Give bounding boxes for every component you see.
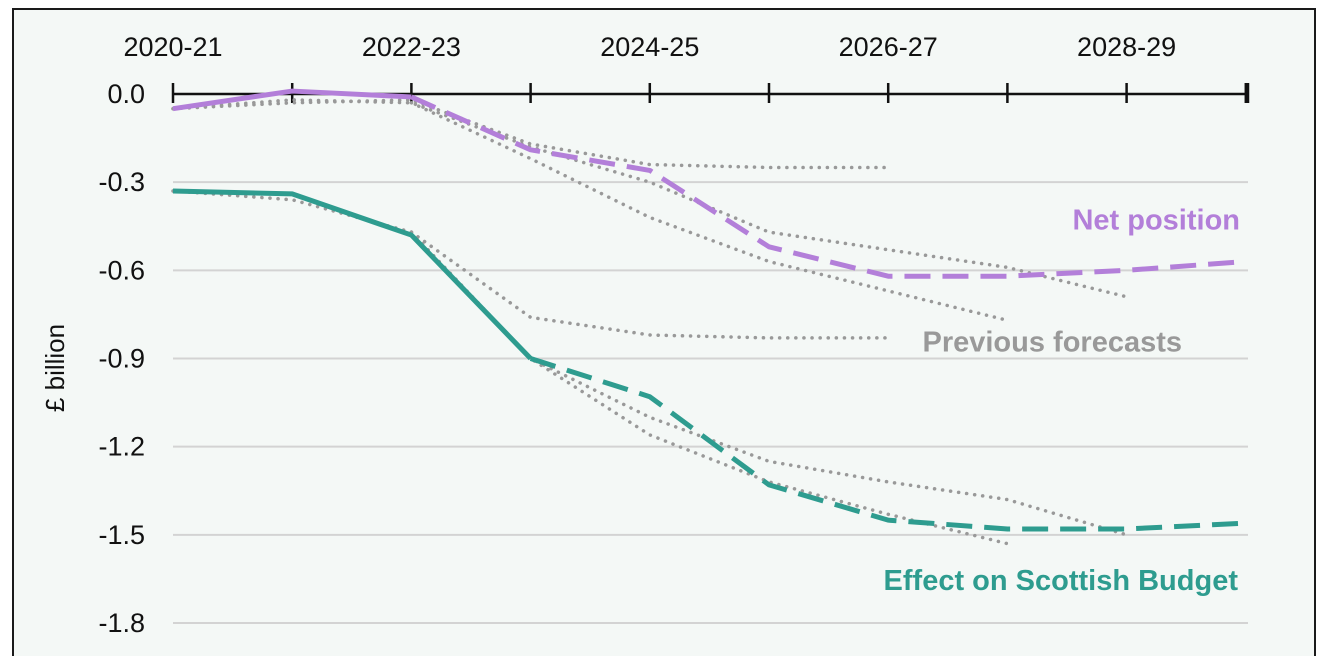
y-tick-label: -1.8 (98, 608, 145, 638)
previous-forecast-line (409, 233, 1129, 537)
y-axis: 0.0 -0.3 -0.6 -0.9 -1.2 -1.5 -1.8 (98, 79, 145, 638)
y-tick-label: -0.9 (98, 344, 145, 374)
line-chart: 2020-21 2022-23 2024-25 2026-27 2028-29 0.0 -… (40, 32, 1250, 638)
y-tick-label: -0.6 (98, 255, 145, 285)
y-tick-label: -1.2 (98, 432, 145, 462)
x-tick-label: 2026-27 (839, 32, 938, 62)
y-axis-title: £ billion (40, 324, 70, 412)
previous-forecast-line (171, 98, 890, 170)
annotations: Net position Previous forecasts Effect on … (884, 204, 1240, 597)
previous-forecast-line (171, 98, 1129, 299)
x-tick-label: 2022-23 (362, 32, 461, 62)
series-line-forecast (410, 94, 1246, 279)
previous-forecast-line (409, 230, 1010, 546)
x-tick-label: 2020-21 (123, 32, 222, 62)
x-tick-label: 2028-29 (1077, 32, 1176, 62)
chart-frame: 2020-21 2022-23 2024-25 2026-27 2028-29 0.0 -… (12, 8, 1316, 656)
gridlines (173, 181, 1248, 624)
annotation-label: Previous forecasts (922, 327, 1182, 359)
y-tick-label: -1.5 (98, 520, 145, 550)
previous-forecast-line (171, 189, 890, 340)
annotation-label: Net position (1072, 204, 1240, 236)
series-line-outturn (172, 88, 412, 112)
previous-forecasts (171, 98, 1129, 546)
series-lines (172, 88, 1246, 532)
y-tick-label: 0.0 (107, 79, 145, 109)
series-line-forecast (529, 356, 1246, 532)
y-tick-label: -0.3 (98, 167, 145, 197)
x-tick-label: 2024-25 (600, 32, 699, 62)
series-line-outturn (172, 188, 533, 361)
annotation-label: Effect on Scottish Budget (884, 565, 1239, 597)
previous-forecast-line (409, 101, 1010, 323)
